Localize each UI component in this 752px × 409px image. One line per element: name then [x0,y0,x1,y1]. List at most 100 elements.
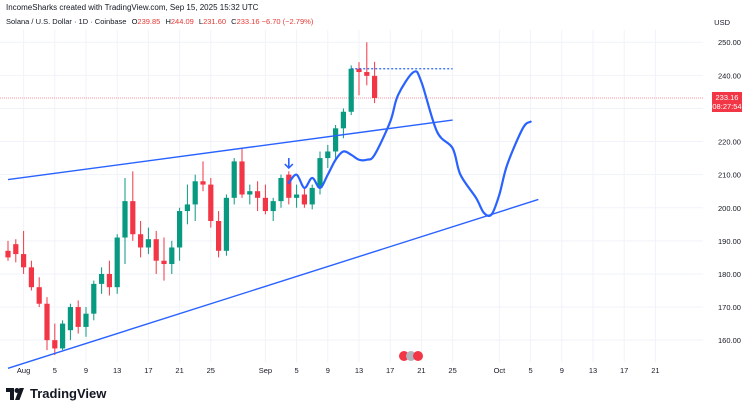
candle [75,300,81,334]
candle-body [138,234,144,248]
candle [67,303,73,341]
high-value: 244.09 [170,17,194,26]
high-label: H [165,17,171,26]
candle-body [200,181,206,185]
tradingview-logo-text: TradingView [30,386,107,401]
candle [348,65,354,116]
candle-body [13,244,19,255]
chart-attribution: IncomeSharks created with TradingView.co… [6,3,259,12]
candle-body [270,201,276,212]
candle [247,184,253,205]
candle [153,230,159,274]
bar-countdown: 08:27:54 [712,101,742,111]
tradingview-logo-icon [6,387,24,400]
price-tick-label: 180.00 [718,270,741,279]
candle [44,297,50,351]
candle-body [184,204,190,212]
candle [231,158,237,205]
tradingview-logo[interactable]: TradingView [6,386,106,401]
candle [356,62,362,96]
time-tick-label: 5 [529,366,533,375]
candle-body [161,260,167,265]
events-icon[interactable] [399,351,423,361]
candle-body [44,303,50,341]
time-tick-label: 25 [448,366,456,375]
time-tick-label: 17 [620,366,628,375]
candle-body [36,287,42,304]
candle [200,161,206,192]
candle [208,177,214,228]
candle [114,234,120,294]
candle [294,184,300,208]
candle-body [208,184,214,221]
candle-body [130,201,136,235]
candle [255,181,261,212]
currency-label: USD [714,18,730,27]
change-value: −6.70 (−2.79%) [261,17,314,26]
candle [52,323,58,356]
candle [13,239,19,263]
candle-body [216,220,222,251]
price-tick-label: 220.00 [718,138,741,147]
low-value: 231.60 [203,17,227,26]
projection-path [287,70,532,217]
candle-body [286,174,292,198]
candle-body [5,250,11,258]
arrow-down-icon [284,158,294,170]
candle-body [67,307,73,331]
time-tick-label: Aug [17,366,30,375]
candle-body [99,273,105,284]
candle-body [309,187,315,205]
price-tick-label: 160.00 [718,336,741,345]
candle-body [169,247,175,265]
price-tick-label: 200.00 [718,204,741,213]
candle [5,240,11,261]
candle [372,61,378,104]
candle-body [153,239,159,261]
candle-body [294,194,300,198]
candle-body [239,161,245,195]
candle-body [317,158,323,188]
candle [169,240,175,274]
time-tick-label: 9 [326,366,330,375]
time-axis: Aug 5 9 13 17 21 25 Sep 5 9 13 17 21 25 Oct 5 9 13 17 21 [17,366,660,375]
candle [161,237,167,281]
price-tick-label: 210.00 [718,171,741,180]
arrow-down-head [284,163,294,170]
candle [192,174,198,221]
time-tick-label: 13 [355,366,363,375]
candle-body [28,267,34,288]
candle-body [223,197,229,251]
time-tick-label: 9 [560,366,564,375]
candle-body [247,191,253,195]
price-tick-label: 190.00 [718,237,741,246]
candle-body [192,181,198,205]
candles [5,42,378,356]
candle [145,227,151,255]
candle [130,171,136,241]
low-label: L [198,17,204,26]
candle-body [356,68,362,73]
candle-body [106,273,112,288]
candle [184,184,190,225]
upper-trendline [7,119,453,181]
candle-body [145,239,151,248]
time-tick-label: 21 [417,366,425,375]
time-tick-label: 21 [651,366,659,375]
candle-body [325,151,331,159]
price-tick-label: 170.00 [718,303,741,312]
price-tick-label: 250.00 [718,38,741,47]
candle [340,108,346,139]
candle [301,187,307,208]
candle-body [340,111,346,129]
candle [309,184,315,210]
candle-body [364,72,370,76]
time-tick-label: 13 [113,366,121,375]
candle-body [122,201,128,238]
current-price-label: 233.16 [715,92,739,102]
time-tick-label: 17 [144,366,152,375]
candle-body [372,75,378,98]
symbol-name: Solana / U.S. Dollar · 1D · Coinbase [6,17,127,26]
candle-body [333,128,339,152]
